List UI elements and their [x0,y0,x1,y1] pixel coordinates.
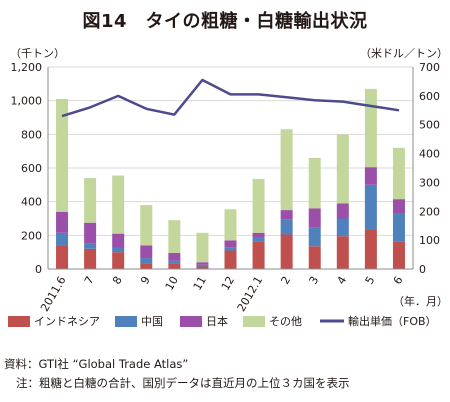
bar-segment [364,229,377,269]
bar-segment [336,134,349,204]
x-tick-label: 2 [278,274,293,287]
x-axis-title: （年．月） [393,294,448,308]
bar-segment [84,243,97,249]
bar-segment [56,232,69,246]
bar-segment [364,88,377,168]
bar-segment [84,178,97,223]
y-right-tick-label: 700 [419,61,440,74]
legend-label: 輸出単価（FOB） [348,314,437,328]
legend-swatch [115,316,137,327]
bar-segment [280,129,293,211]
y-left-axis-title: （千トン） [10,47,65,60]
bar-segment [392,199,405,214]
chart-title: 図14 タイの粗糖・白糖輸出状況 [82,11,368,32]
bar-segment [336,218,349,237]
y-right-tick-label: 200 [419,205,440,218]
bar-segment [196,262,209,265]
y-right-tick-label: 600 [419,90,440,103]
footnote: 注：粗糖と白糖の合計、国別データは直近月の上位３カ国を表示 [16,376,350,390]
x-tick-label: 5 [363,274,378,287]
bar-segment [308,157,321,209]
source-note: 資料：GTI社 “Global Trade Atlas” [4,357,189,371]
legend-swatch [180,316,202,327]
y-left-tick-label: 1,200 [11,61,43,74]
bar-segment [196,264,209,267]
y-right-tick-label: 0 [419,263,426,276]
bar-segment [112,175,125,234]
bar-segment [224,247,237,251]
bar-segment [280,219,293,235]
bar-segment [252,237,265,242]
y-right-tick-label: 400 [419,148,440,161]
bar-segment [224,209,237,241]
legend-label: インドネシア [34,315,100,328]
y-left-tick-label: 0 [35,263,42,276]
bar-segment [112,233,125,248]
x-tick-label: 11 [191,274,209,293]
bar-segment [252,241,265,269]
bar-segment [84,222,97,244]
legend-label: 日本 [206,314,228,328]
y-right-tick-label: 500 [419,119,440,132]
bar-segment [308,208,321,228]
bar-segment [168,263,181,269]
bar-segment [392,241,405,269]
bar-segment [168,220,181,254]
bar-segment [252,178,265,233]
bar-segment [140,258,153,264]
bar-segment [168,253,181,261]
y-left-tick-label: 600 [21,162,42,175]
bar-segment [252,232,265,238]
x-tick-label: 8 [110,274,125,287]
y-left-tick-label: 400 [21,196,42,209]
x-tick-label: 10 [163,274,181,293]
x-tick-label: 4 [335,274,350,287]
bar-segment [336,236,349,269]
bar-segment [56,245,69,269]
y-left-tick-label: 200 [21,229,42,242]
legend-label: その他 [269,315,302,328]
bar-segment [140,205,153,246]
bar-segment [140,245,153,259]
y-right-tick-label: 100 [419,234,440,247]
bar-segment [308,246,321,269]
y-left-tick-label: 1,000 [11,95,43,108]
bar-segment [224,250,237,269]
bar-segment [308,227,321,247]
bar-segment [168,260,181,264]
y-right-tick-label: 300 [419,176,440,189]
bar-segment [84,248,97,269]
bar-segment [364,167,377,185]
x-tick-label: 2012.1 [235,274,266,314]
bar-segment [196,266,209,269]
chart: 0 200 400 600 800 1,000 1,200 0 100 200 300 400 500 6… [8,47,448,328]
bar-segment [112,247,125,253]
bar-segment [56,98,69,212]
bar-segment [392,147,405,200]
bar-segment [140,263,153,269]
series-line-fob-price [61,78,400,118]
x-tick-label: 2011.6 [38,274,69,314]
bar-segment [364,184,377,230]
legend-swatch [8,316,30,327]
bar-segment [56,211,69,233]
bar-segment [112,252,125,269]
y-right-axis-title: （米ドル／トン） [360,47,448,60]
y-left-tick-label: 800 [21,128,42,141]
bar-segment [196,232,209,263]
bar-segment [280,210,293,220]
x-tick-label: 12 [219,274,237,293]
legend-swatch [243,316,265,327]
bar-segment [224,240,237,248]
bar-segment [336,203,349,219]
bar-segment [392,213,405,242]
x-tick-label: 7 [82,274,97,287]
notes: 資料：GTI社 “Global Trade Atlas” 注：粗糖と白糖の合計、… [4,355,350,393]
x-tick-label: 9 [138,274,153,287]
x-tick-label: 3 [307,274,322,287]
bar-segment [280,234,293,269]
x-tick-label: 6 [391,274,406,287]
legend-label: 中国 [141,315,163,328]
